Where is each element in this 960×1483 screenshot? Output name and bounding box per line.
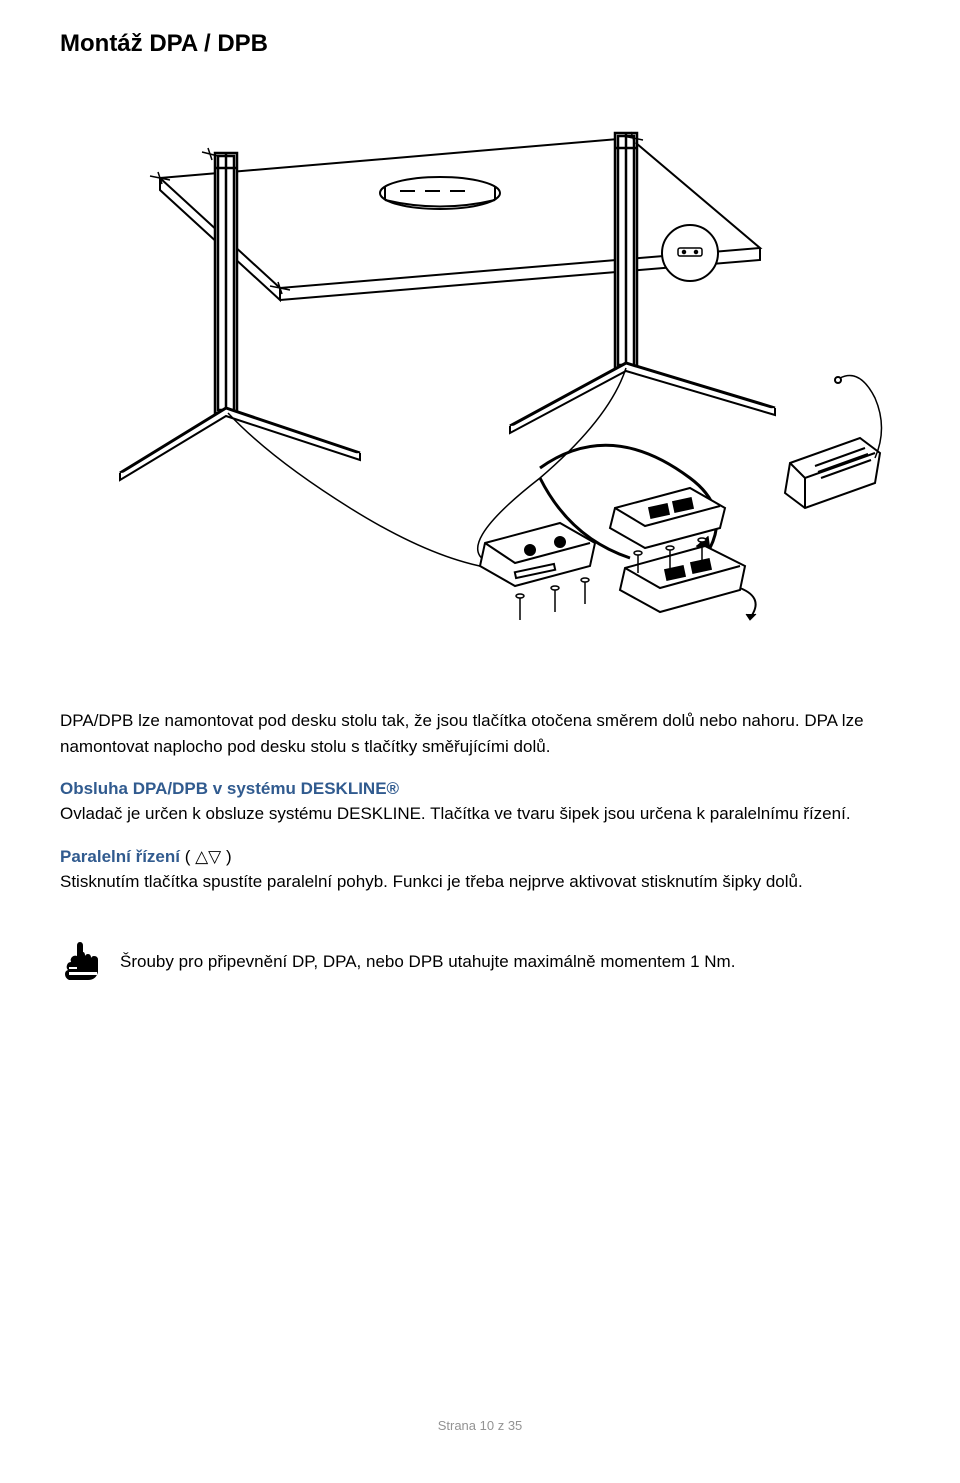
up-down-triangle-symbols: ( △▽ ) — [180, 847, 232, 866]
intro-paragraph: DPA/DPB lze namontovat pod desku stolu t… — [60, 708, 900, 759]
section2-heading: Paralelní řízení — [60, 847, 180, 866]
page-footer: Strana 10 z 35 — [60, 1418, 900, 1443]
section1-heading: Obsluha DPA/DPB v systému DESKLINE® — [60, 779, 900, 799]
torque-note-row: Šrouby pro připevnění DP, DPA, nebo DPB … — [60, 938, 900, 986]
desk-assembly-diagram — [60, 78, 900, 678]
page-title: Montáž DPA / DPB — [60, 30, 900, 58]
section2-body: Stisknutím tlačítka spustíte paralelní p… — [60, 869, 900, 895]
section1-body: Ovladač je určen k obsluze systému DESKL… — [60, 801, 900, 827]
pointing-hand-icon — [60, 938, 104, 986]
torque-note-text: Šrouby pro připevnění DP, DPA, nebo DPB … — [120, 949, 735, 975]
